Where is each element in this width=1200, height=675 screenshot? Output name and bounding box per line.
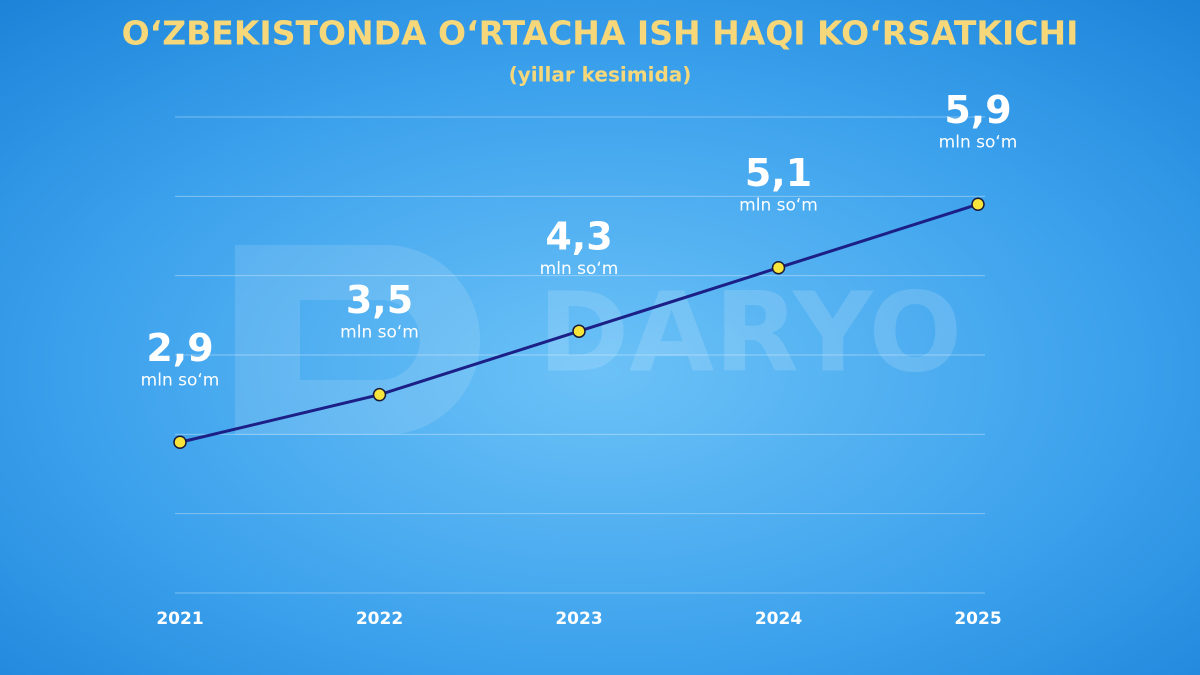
value-label: 4,3	[545, 215, 612, 259]
x-tick-label: 2021	[156, 609, 203, 629]
value-unit: mln so‘m	[340, 323, 419, 343]
marker	[971, 197, 985, 212]
chart-subtitle: (yillar kesimida)	[509, 63, 692, 87]
watermark: DARYO	[538, 268, 962, 396]
value-label: 2,9	[146, 326, 213, 370]
value-unit: mln so‘m	[540, 259, 619, 279]
x-tick-label: 2023	[555, 609, 602, 629]
value-unit: mln so‘m	[939, 132, 1018, 152]
watermark-logo	[235, 245, 480, 435]
marker	[372, 387, 387, 402]
x-tick-label: 2024	[755, 609, 802, 629]
chart-title: O‘ZBEKISTONDA O‘RTACHA ISH HAQI KO‘RSATK…	[122, 14, 1079, 53]
x-tick-label: 2025	[954, 609, 1001, 629]
x-tick-label: 2022	[356, 609, 403, 629]
marker	[771, 260, 786, 275]
marker	[173, 435, 187, 450]
value-unit: mln so‘m	[141, 370, 220, 390]
value-unit: mln so‘m	[739, 196, 818, 216]
marker	[572, 324, 586, 338]
value-label: 3,5	[346, 278, 413, 322]
value-label: 5,9	[944, 88, 1011, 132]
value-label: 5,1	[745, 151, 812, 195]
